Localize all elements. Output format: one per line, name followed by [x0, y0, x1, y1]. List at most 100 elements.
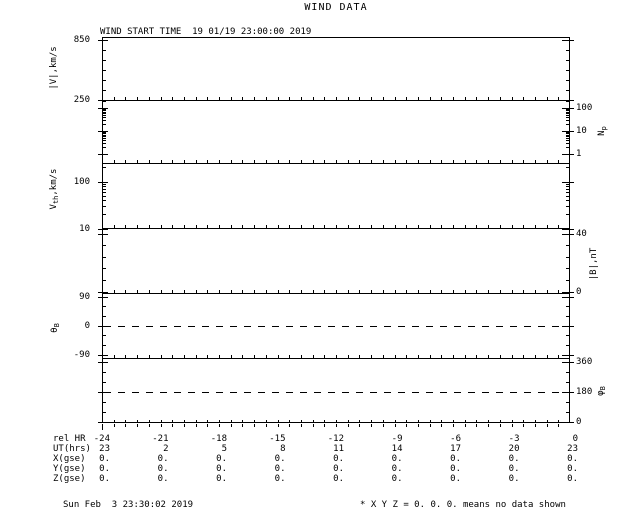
tick-mark — [441, 355, 442, 358]
tick-mark — [103, 402, 106, 403]
tick-mark — [566, 80, 569, 81]
tick-mark — [562, 108, 574, 109]
tick-mark — [562, 182, 574, 183]
tick-mark — [418, 290, 419, 293]
tick-mark — [184, 420, 185, 423]
tick-mark — [172, 355, 173, 358]
tick-mark — [103, 124, 106, 125]
tick-mark — [196, 355, 197, 358]
tick-mark — [336, 290, 337, 293]
y-tick-label: 0 — [84, 321, 90, 331]
tick-mark — [430, 97, 431, 100]
table-cell: 17 — [450, 444, 461, 454]
table-cell: 0. — [333, 464, 344, 474]
tick-mark — [566, 136, 569, 137]
tick-mark — [196, 97, 197, 100]
tick-mark — [566, 206, 569, 207]
tick-mark — [383, 420, 384, 423]
tick-mark — [114, 97, 115, 100]
panel-divider — [102, 358, 570, 359]
tick-mark — [103, 70, 106, 71]
table-cell: -15 — [269, 434, 286, 444]
tick-mark — [430, 290, 431, 293]
tick-mark — [313, 420, 314, 423]
tick-mark — [558, 420, 559, 423]
tick-mark — [430, 355, 431, 358]
tick-mark — [103, 109, 106, 110]
tick-mark — [207, 160, 208, 163]
tick-mark — [418, 420, 419, 423]
tick-mark — [125, 290, 126, 293]
tick-mark — [172, 97, 173, 100]
tick-mark — [359, 355, 360, 358]
tick-mark — [103, 306, 106, 307]
tick-mark — [289, 160, 290, 163]
tick-mark — [566, 120, 569, 121]
tick-mark — [98, 292, 108, 293]
tick-mark — [149, 225, 150, 228]
panel-divider — [102, 100, 570, 101]
tick-mark — [103, 60, 106, 61]
tick-mark — [278, 97, 279, 100]
tick-mark — [336, 355, 337, 358]
tick-mark — [184, 160, 185, 163]
tick-mark — [500, 290, 501, 293]
tick-mark — [266, 424, 267, 427]
tick-mark — [301, 290, 302, 293]
tick-mark — [207, 420, 208, 423]
tick-mark — [103, 143, 106, 144]
reference-dashed-line — [104, 326, 566, 327]
tick-mark — [371, 97, 372, 100]
tick-mark — [336, 225, 337, 228]
y-tick-label: 1 — [576, 149, 582, 159]
table-cell: 0. — [274, 474, 286, 484]
tick-mark — [453, 290, 454, 293]
tick-mark — [278, 290, 279, 293]
tick-mark — [301, 225, 302, 228]
table-row-label: UT(hrs) — [53, 444, 91, 454]
y-tick-label: 180 — [576, 387, 593, 397]
tick-mark — [103, 135, 106, 136]
tick-mark — [324, 355, 325, 358]
tick-mark — [103, 115, 106, 116]
tick-mark — [395, 355, 396, 358]
tick-mark — [453, 420, 454, 423]
table-cell: 20 — [508, 444, 520, 454]
tick-mark — [266, 160, 267, 163]
tick-mark — [488, 290, 489, 293]
tick-mark — [336, 420, 337, 423]
tick-mark — [348, 225, 349, 228]
tick-mark — [98, 422, 108, 423]
table-cell: 0. — [567, 464, 578, 474]
tick-mark — [371, 424, 372, 427]
tick-mark — [566, 112, 569, 113]
tick-mark — [512, 424, 513, 427]
tick-mark — [359, 225, 360, 228]
tick-mark — [98, 108, 108, 109]
tick-mark — [219, 290, 220, 293]
tick-mark — [488, 160, 489, 163]
tick-mark — [125, 97, 126, 100]
tick-mark — [566, 382, 569, 383]
tick-mark — [313, 355, 314, 358]
tick-mark — [465, 420, 466, 423]
table-cell: 23 — [567, 444, 578, 454]
table-cell: 0. — [157, 464, 169, 474]
y-tick-label: 10 — [79, 224, 90, 234]
tick-mark — [103, 345, 106, 346]
tick-mark — [231, 160, 232, 163]
table-cell: 0. — [99, 464, 110, 474]
plot-frame — [102, 37, 570, 423]
tick-mark — [465, 225, 466, 228]
tick-mark — [441, 424, 442, 427]
plot-generated-timestamp: Sun Feb 3 23:30:02 2019 — [63, 500, 194, 510]
tick-mark — [313, 97, 314, 100]
tick-mark — [348, 97, 349, 100]
tick-mark — [418, 160, 419, 163]
tick-mark — [103, 112, 106, 113]
tick-mark — [359, 97, 360, 100]
tick-mark — [566, 186, 569, 187]
tick-mark — [406, 160, 407, 163]
table-cell: -6 — [450, 434, 461, 444]
